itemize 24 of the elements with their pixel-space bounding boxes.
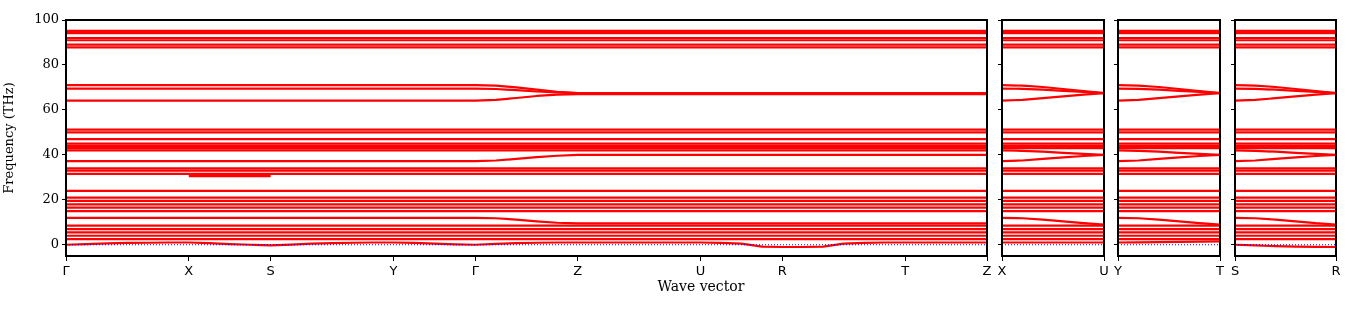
y-tick-label: 0 xyxy=(50,236,59,252)
x-tick-label: Γ xyxy=(471,263,480,279)
y-axis-title: Frequency (THz) xyxy=(1,82,17,194)
x-tick-label: X xyxy=(184,263,194,279)
x-tick-label: Y xyxy=(388,263,398,279)
x-tick-label: Γ xyxy=(62,263,71,279)
x-tick-label: S xyxy=(1230,263,1240,279)
y-tick-label: 40 xyxy=(42,146,59,162)
x-tick-label: S xyxy=(266,263,275,279)
y-tick-label: 60 xyxy=(42,101,59,117)
x-tick-label: T xyxy=(900,263,910,279)
x-axis-title: Wave vector xyxy=(656,278,746,294)
y-tick-label: 80 xyxy=(42,56,59,72)
x-tick-label: U xyxy=(1099,263,1109,279)
x-tick-label: Y xyxy=(1113,263,1123,279)
y-tick-label: 100 xyxy=(34,11,59,27)
x-tick-label: Z xyxy=(573,263,583,279)
x-tick-label: U xyxy=(695,263,706,279)
x-tick-label: X xyxy=(997,263,1007,279)
x-tick-label: Z xyxy=(982,263,992,279)
x-tick-label: R xyxy=(777,263,787,279)
x-tick-label: R xyxy=(1331,263,1341,279)
x-tick-label: T xyxy=(1215,263,1225,279)
y-tick-label: 20 xyxy=(42,191,59,207)
